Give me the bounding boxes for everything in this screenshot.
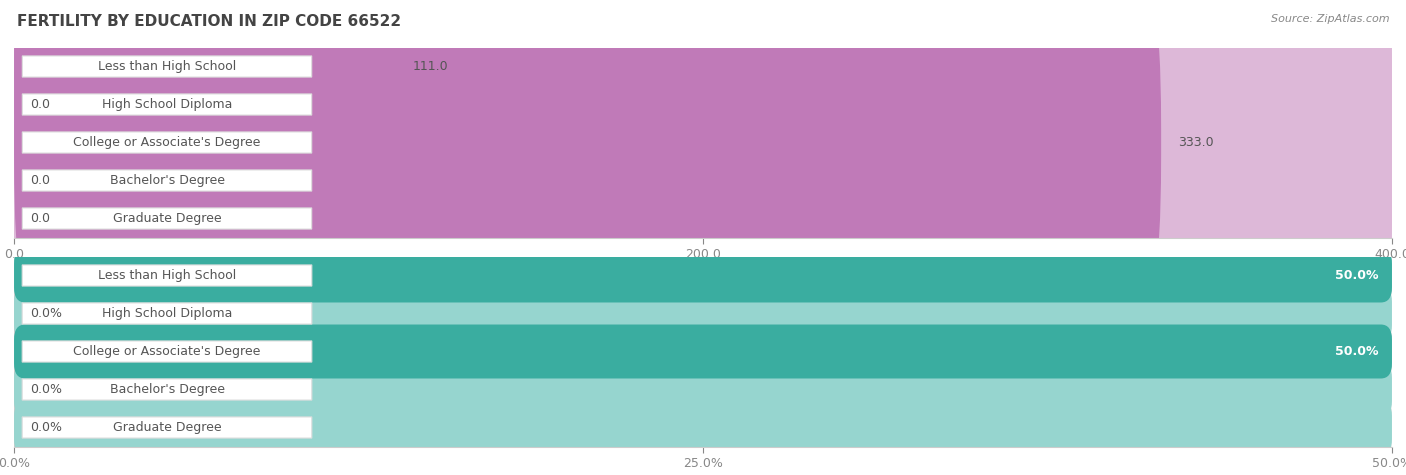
FancyBboxPatch shape [14, 324, 1392, 379]
Text: 0.0%: 0.0% [31, 307, 63, 320]
Text: 0.0: 0.0 [31, 174, 51, 187]
Bar [14, 370, 1392, 408]
FancyBboxPatch shape [14, 248, 1392, 303]
Text: 111.0: 111.0 [413, 60, 449, 73]
Bar [14, 332, 1392, 371]
Text: Bachelor's Degree: Bachelor's Degree [110, 174, 225, 187]
Text: 0.0%: 0.0% [31, 383, 63, 396]
FancyBboxPatch shape [14, 248, 1392, 303]
Text: Graduate Degree: Graduate Degree [112, 212, 221, 225]
FancyBboxPatch shape [14, 0, 396, 200]
FancyBboxPatch shape [14, 47, 1392, 314]
Bar [14, 294, 1392, 332]
Text: Less than High School: Less than High School [98, 60, 236, 73]
Bar [14, 48, 1392, 86]
FancyBboxPatch shape [22, 379, 312, 400]
FancyBboxPatch shape [22, 94, 312, 115]
FancyBboxPatch shape [14, 400, 1392, 455]
Text: High School Diploma: High School Diploma [101, 98, 232, 111]
FancyBboxPatch shape [14, 85, 1392, 352]
FancyBboxPatch shape [22, 56, 312, 77]
Text: 0.0%: 0.0% [31, 421, 63, 434]
Bar [14, 256, 1392, 294]
Text: 0.0: 0.0 [31, 98, 51, 111]
FancyBboxPatch shape [22, 132, 312, 153]
Text: Graduate Degree: Graduate Degree [112, 421, 221, 434]
Bar [14, 200, 1392, 238]
FancyBboxPatch shape [14, 286, 1392, 341]
Text: 0.0: 0.0 [31, 212, 51, 225]
Bar [14, 162, 1392, 199]
FancyBboxPatch shape [14, 0, 1392, 238]
Text: Source: ZipAtlas.com: Source: ZipAtlas.com [1271, 14, 1389, 24]
FancyBboxPatch shape [14, 9, 1161, 276]
FancyBboxPatch shape [22, 208, 312, 229]
FancyBboxPatch shape [14, 0, 1392, 200]
Text: 50.0%: 50.0% [1334, 269, 1378, 282]
Bar [14, 124, 1392, 162]
FancyBboxPatch shape [22, 265, 312, 286]
Text: FERTILITY BY EDUCATION IN ZIP CODE 66522: FERTILITY BY EDUCATION IN ZIP CODE 66522 [17, 14, 401, 29]
FancyBboxPatch shape [22, 303, 312, 324]
FancyBboxPatch shape [14, 324, 1392, 379]
Text: Bachelor's Degree: Bachelor's Degree [110, 383, 225, 396]
FancyBboxPatch shape [22, 341, 312, 362]
FancyBboxPatch shape [22, 417, 312, 438]
FancyBboxPatch shape [22, 170, 312, 191]
FancyBboxPatch shape [14, 9, 1392, 276]
Text: High School Diploma: High School Diploma [101, 307, 232, 320]
FancyBboxPatch shape [14, 362, 1392, 417]
Bar [14, 86, 1392, 124]
Text: College or Associate's Degree: College or Associate's Degree [73, 345, 260, 358]
Text: 333.0: 333.0 [1178, 136, 1213, 149]
Text: 50.0%: 50.0% [1334, 345, 1378, 358]
Text: College or Associate's Degree: College or Associate's Degree [73, 136, 260, 149]
Text: Less than High School: Less than High School [98, 269, 236, 282]
Bar [14, 408, 1392, 446]
